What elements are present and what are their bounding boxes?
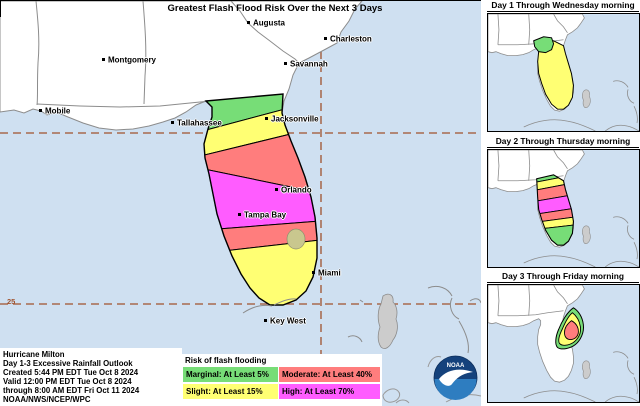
info-valid-time: Valid 12:00 PM EDT Tue Oct 8 2024 [3, 376, 132, 386]
legend-grid: Marginal: At Least 5% Moderate: At Least… [181, 367, 382, 399]
legend-item-moderate: Moderate: At Least 40% [279, 367, 380, 382]
panel-day-1-map [487, 13, 640, 132]
city-marker [312, 271, 315, 274]
day2-risk-outline [536, 174, 574, 246]
info-product-name: Day 1-3 Excessive Rainfall Outlook [3, 358, 133, 368]
city-marker [39, 109, 42, 112]
lake-okeechobee [286, 228, 306, 250]
day1-slight-area [537, 40, 574, 110]
info-agency: NOAA/NWS/NCEP/WPC [3, 394, 91, 404]
panel-day-1-title: Day 1 Through Wednesday morning [487, 0, 639, 12]
city-marker [265, 117, 268, 120]
panel-day-2-title: Day 2 Through Thursday morning [487, 136, 639, 148]
city-label-tallahassee: Tallahassee [177, 118, 222, 128]
day1-marginal-area [533, 36, 555, 54]
latitude-25-label: 25 [7, 297, 16, 306]
city-marker [324, 37, 327, 40]
panel-day-1: Day 1 Through Wednesday morning [487, 0, 640, 137]
panel-day-3-title: Day 3 Through Friday morning [487, 271, 639, 283]
panel-day-2-map [487, 149, 640, 268]
city-marker [102, 58, 105, 61]
info-box: Hurricane Milton Day 1-3 Excessive Rainf… [0, 348, 182, 406]
city-marker [264, 319, 267, 322]
city-label-orlando: Orlando [281, 185, 312, 195]
legend-item-high: High: At Least 70% [279, 384, 380, 399]
risk-area-outline [203, 93, 318, 306]
city-label-mobile: Mobile [45, 106, 71, 116]
panel-day-3: Day 3 Through Friday morning [487, 271, 640, 406]
legend-item-marginal: Marginal: At Least 5% [183, 367, 278, 382]
city-marker [275, 188, 278, 191]
city-label-key-west: Key West [270, 316, 306, 326]
panel-day-3-map [487, 284, 640, 403]
city-label-tampa-bay: Tampa Bay [244, 210, 287, 220]
city-marker [171, 121, 174, 124]
legend-header: Risk of flash flooding [185, 356, 267, 365]
city-label-augusta: Augusta [253, 18, 285, 28]
map-frame-tick [0, 1, 1, 17]
city-label-montgomery: Montgomery [108, 55, 156, 65]
city-label-jacksonville: Jacksonville [271, 114, 319, 124]
day3-risk-contours [555, 307, 585, 350]
city-label-charleston: Charleston [330, 34, 372, 44]
city-label-miami: Miami [318, 268, 341, 278]
noaa-logo: NOAA [433, 355, 478, 400]
info-created-time: Created 5:44 PM EDT Tue Oct 8 2024 [3, 367, 139, 377]
risk-legend: Risk of flash flooding Marginal: At Leas… [181, 354, 382, 406]
panel-day-2: Day 2 Through Thursday morning [487, 136, 640, 273]
map-title: Greatest Flash Flood Risk Over the Next … [167, 3, 383, 14]
info-storm-name: Hurricane Milton [3, 350, 65, 359]
city-marker [284, 62, 287, 65]
city-marker [247, 21, 250, 24]
info-through-time: through 8:00 AM EDT Fri Oct 11 2024 [3, 385, 140, 395]
noaa-logo-text: NOAA [447, 363, 465, 369]
noaa-logo-icon: NOAA [433, 355, 478, 400]
main-map: Greatest Flash Flood Risk Over the Next … [0, 0, 481, 406]
legend-item-slight: Slight: At Least 15% [183, 384, 278, 399]
city-marker [238, 213, 241, 216]
islands [242, 285, 481, 354]
main-map-canvas [0, 1, 481, 406]
city-label-savannah: Savannah [290, 59, 328, 69]
